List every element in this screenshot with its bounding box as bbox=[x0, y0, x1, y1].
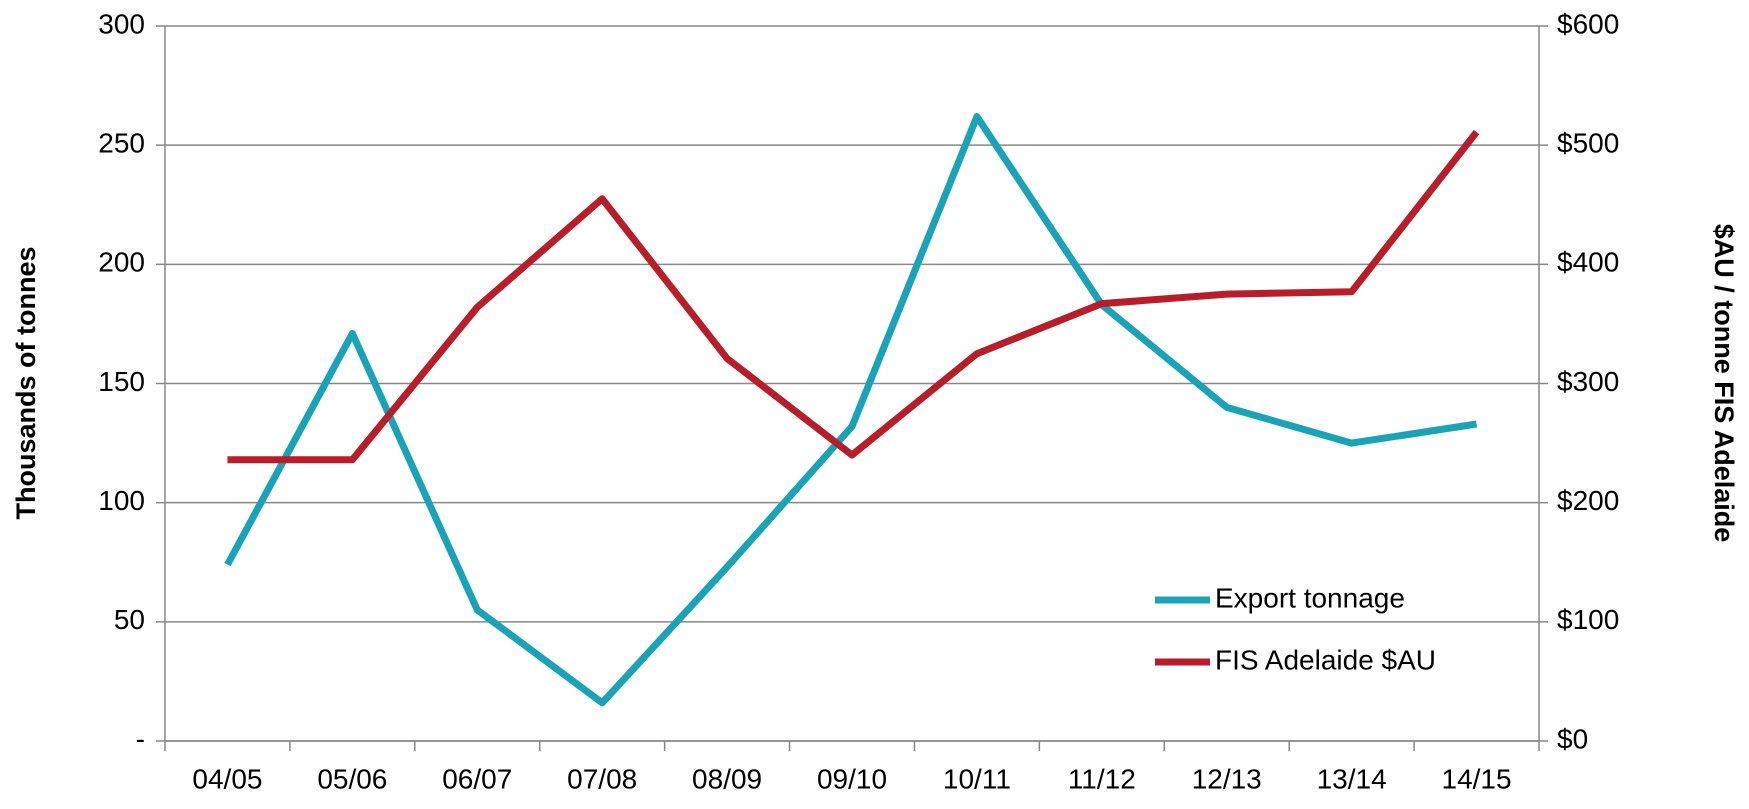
series-line bbox=[227, 129, 1480, 464]
x-tick-label: 14/15 bbox=[1442, 763, 1512, 794]
x-tick-label: 11/12 bbox=[1068, 763, 1136, 794]
y-tick-label: 200 bbox=[98, 247, 145, 278]
x-tick-label: 05/06 bbox=[317, 763, 387, 794]
series-line bbox=[224, 113, 1478, 707]
y2-tick-label: $200 bbox=[1557, 485, 1619, 516]
y-tick-label: 50 bbox=[114, 604, 145, 635]
y-tick-label: 150 bbox=[98, 366, 145, 397]
y2-tick-label: $500 bbox=[1557, 128, 1619, 159]
y2-tick-label: $0 bbox=[1557, 723, 1588, 754]
y2-tick-label: $600 bbox=[1557, 8, 1619, 39]
y-tick-label: - bbox=[136, 723, 145, 754]
x-tick-label: 08/09 bbox=[692, 763, 762, 794]
x-tick-label: 06/07 bbox=[442, 763, 512, 794]
y-axis-title: Thousands of tonnes bbox=[11, 247, 41, 520]
x-tick-label: 07/08 bbox=[567, 763, 637, 794]
y2-tick-label: $300 bbox=[1557, 366, 1619, 397]
y-tick-label: 250 bbox=[98, 128, 145, 159]
legend-label: Export tonnage bbox=[1215, 582, 1405, 613]
y-tick-label: 100 bbox=[98, 485, 145, 516]
x-tick-label: 13/14 bbox=[1317, 763, 1387, 794]
y2-tick-label: $400 bbox=[1557, 247, 1619, 278]
x-tick-label: 10/11 bbox=[943, 763, 1011, 794]
x-tick-label: 09/10 bbox=[817, 763, 887, 794]
legend-label: FIS Adelaide $AU bbox=[1215, 644, 1436, 675]
y2-axis-title: $AU / tonne FIS Adelaide bbox=[1709, 224, 1739, 543]
y2-tick-label: $100 bbox=[1557, 604, 1619, 635]
x-tick-label: 04/05 bbox=[192, 763, 262, 794]
y-tick-label: 300 bbox=[98, 8, 145, 39]
x-tick-label: 12/13 bbox=[1192, 763, 1262, 794]
